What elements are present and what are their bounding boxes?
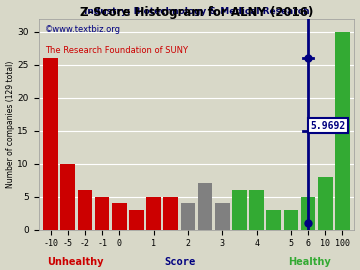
Bar [232, 190, 247, 230]
Bar [249, 190, 264, 230]
Bar [301, 197, 315, 230]
Bar [181, 203, 195, 230]
Text: Industry: Biotechnology & Medical Research: Industry: Biotechnology & Medical Resear… [84, 8, 309, 16]
Bar [318, 177, 333, 229]
Bar [146, 197, 161, 230]
Bar [60, 164, 75, 230]
Bar [112, 203, 127, 230]
Bar [266, 210, 281, 230]
Bar [129, 210, 144, 230]
Text: The Research Foundation of SUNY: The Research Foundation of SUNY [45, 46, 188, 55]
Text: Unhealthy: Unhealthy [47, 257, 103, 267]
Y-axis label: Number of companies (129 total): Number of companies (129 total) [5, 60, 14, 188]
Bar [78, 190, 92, 230]
Title: Z-Score Histogram for ALNY (2016): Z-Score Histogram for ALNY (2016) [80, 6, 313, 19]
Bar [198, 183, 212, 230]
Bar [163, 197, 178, 230]
Bar [215, 203, 230, 230]
Bar [335, 32, 350, 230]
Text: ©www.textbiz.org: ©www.textbiz.org [45, 25, 121, 34]
Bar [284, 210, 298, 230]
Text: Score: Score [165, 257, 195, 267]
Text: 5.9692: 5.9692 [311, 121, 346, 131]
Bar [43, 58, 58, 230]
Text: Healthy: Healthy [288, 257, 331, 267]
Bar [95, 197, 109, 230]
